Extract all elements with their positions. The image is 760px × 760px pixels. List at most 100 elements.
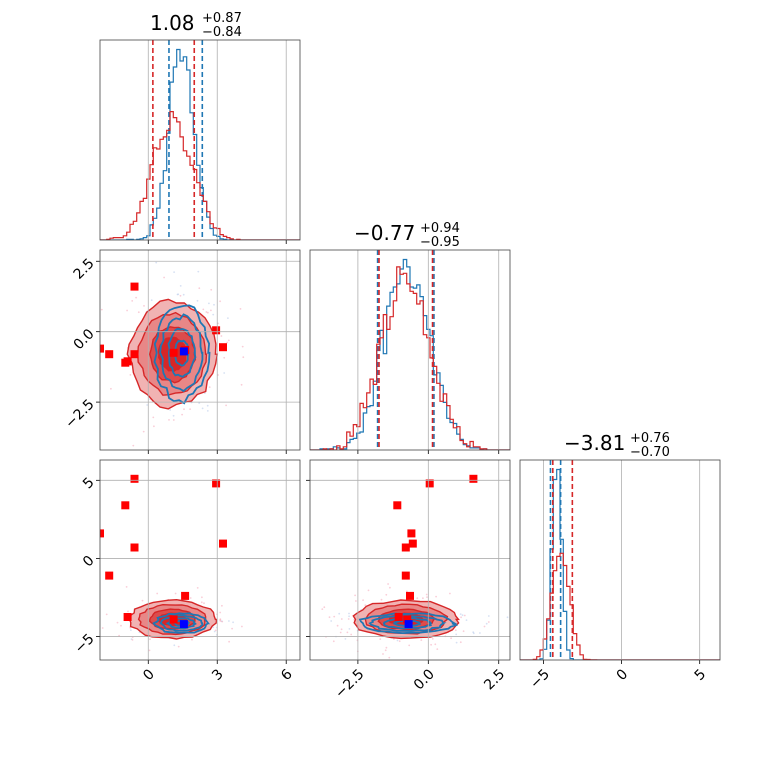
sample-point: [177, 645, 180, 648]
sample-point: [210, 309, 212, 312]
sample-point: [463, 614, 466, 617]
sample-point: [332, 640, 335, 643]
sample-point: [212, 626, 215, 629]
x-tick-label: 0.0: [411, 666, 438, 693]
red-square-marker: [105, 350, 114, 359]
sample-point: [472, 631, 475, 634]
sample-point: [126, 309, 128, 312]
y-tick-label: 5: [80, 475, 98, 493]
sample-point: [479, 632, 481, 634]
sample-point: [214, 629, 217, 632]
y-tick-label: −5: [72, 631, 98, 657]
y-tick-label: 0.0: [71, 326, 98, 353]
axes-frame: [519, 459, 721, 661]
scatter-param-0-vs-2: [96, 459, 301, 664]
sample-point: [396, 639, 399, 642]
histogram-series-0: [100, 48, 300, 240]
sample-point: [338, 612, 341, 615]
sample-point: [208, 386, 211, 388]
sample-point: [459, 641, 462, 644]
sample-point: [177, 293, 180, 296]
sample-point: [323, 606, 326, 609]
red-square-marker: [181, 591, 190, 600]
red-square-marker: [212, 479, 221, 488]
contour-blue-0: [358, 612, 459, 635]
red-square-marker: [403, 615, 412, 624]
axes-frame: [99, 249, 301, 451]
red-square-marker: [130, 282, 139, 291]
red-square-marker: [393, 501, 402, 510]
sample-point: [155, 261, 158, 264]
sample-point: [174, 592, 177, 595]
sample-point: [462, 630, 465, 633]
sample-point: [348, 612, 350, 615]
axes-frame: [99, 459, 301, 661]
blue-square-marker: [404, 620, 413, 629]
sample-point: [240, 383, 243, 386]
sample-point: [201, 596, 203, 599]
contour-blue-2: [382, 617, 433, 630]
red-square-marker: [121, 501, 130, 510]
sample-point: [416, 597, 419, 600]
sample-point: [385, 593, 388, 596]
sample-point: [116, 621, 119, 624]
sample-point: [189, 597, 192, 599]
sample-point: [163, 276, 166, 279]
title-param-2: −3.81: [564, 431, 625, 455]
sample-point: [173, 271, 176, 273]
sample-point: [118, 634, 120, 637]
blue-square-marker: [179, 347, 188, 356]
red-square-marker: [406, 591, 414, 600]
sample-point: [202, 308, 205, 311]
sample-point: [426, 596, 428, 598]
sample-point: [189, 408, 192, 410]
sample-point: [101, 627, 104, 629]
sample-point: [487, 615, 490, 617]
scatter-param-0-vs-1: [96, 249, 301, 454]
sample-point: [485, 622, 488, 625]
sample-point: [205, 311, 208, 313]
sample-point: [367, 589, 370, 592]
title-param-1-lower: −0.95: [420, 235, 460, 250]
sample-point: [435, 595, 437, 598]
sample-point: [223, 356, 226, 359]
sample-point: [227, 339, 230, 342]
sample-point: [141, 599, 144, 602]
scatter-clip-group: [100, 474, 243, 652]
hist-clip-group: [100, 40, 300, 240]
red-square-marker: [408, 539, 417, 548]
x-tick-label: −5: [527, 666, 553, 692]
contour-blue-0: [153, 304, 211, 405]
axes-frame: [309, 249, 511, 451]
sample-point: [350, 633, 353, 636]
sample-point: [483, 625, 486, 628]
histogram-series-1: [310, 266, 510, 450]
x-tick-label: 2.5: [481, 666, 508, 693]
red-square-marker: [219, 343, 227, 352]
sample-point: [220, 335, 223, 337]
sample-point: [182, 293, 185, 296]
title-param-2-upper: +0.76: [630, 431, 670, 446]
scatter-param-1-vs-2: [306, 459, 511, 664]
sample-point: [459, 613, 462, 615]
title-param-2-lower: −0.70: [630, 445, 670, 460]
sample-point: [465, 619, 468, 621]
sample-point: [221, 604, 223, 607]
sample-point: [434, 643, 437, 646]
histogram-param-1: [309, 249, 511, 454]
title-param-1: −0.77: [354, 221, 415, 245]
sample-point: [231, 627, 234, 630]
red-square-marker: [100, 344, 104, 353]
sample-point: [212, 313, 215, 316]
scatter-clip-group: [100, 261, 245, 447]
sample-point: [241, 345, 244, 348]
sample-point: [196, 299, 199, 302]
x-tick-label: 0: [140, 666, 158, 684]
red-square-marker: [169, 615, 178, 624]
red-square-marker: [401, 543, 410, 552]
red-square-marker: [212, 326, 221, 335]
red-square-marker: [130, 543, 139, 552]
red-square-marker: [425, 479, 434, 488]
sample-point: [196, 587, 199, 589]
